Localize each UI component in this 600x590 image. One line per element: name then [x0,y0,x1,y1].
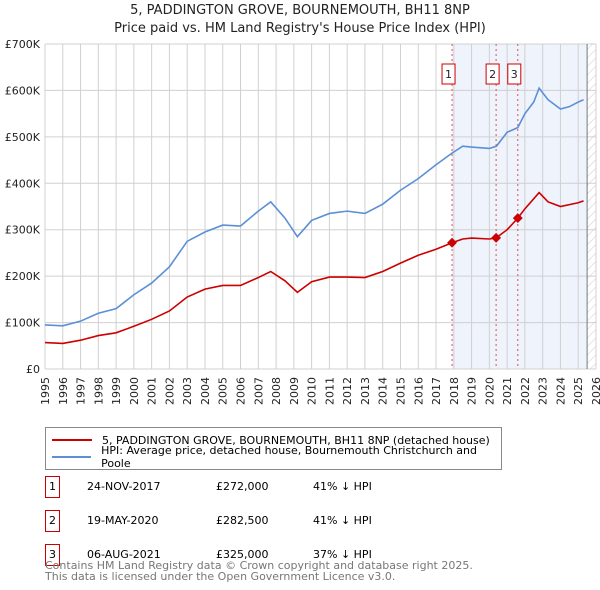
x-tick-label: 1997 [75,377,88,405]
x-tick-label: 2003 [181,377,194,405]
footer: Contains HM Land Registry data © Crown c… [45,560,473,582]
plot-area: 1995 1996 1997 1998 1999 2000 2001 2002 2003 2004… [5,38,600,405]
sale-price: £325,000 [216,548,269,561]
x-tick-label: 1996 [57,377,70,405]
sale-hpi-diff: 41% ↓ HPI [313,480,372,493]
x-tick-label: 2016 [412,377,425,405]
x-tick-label: 2004 [199,377,212,405]
forecast-hatch [587,44,596,369]
sale-label-box [485,63,500,85]
sale-price: £282,500 [216,514,269,527]
legend-label-hpi: HPI: Average price, detached house, Bour… [101,444,478,470]
x-tick-label: 2013 [359,377,372,405]
sale-point [512,213,523,224]
sale-label: 1 [445,68,452,81]
x-tick-label: 1999 [110,377,123,405]
legend-swatch-hpi [52,456,92,458]
y-tick-label: £200K [5,270,41,283]
x-tick-label: 2019 [466,377,479,405]
chart-subtitle: Price paid vs. HM Land Registry's House … [114,21,486,36]
x-tick-label: 2020 [483,377,496,405]
x-tick-label: 2024 [554,377,567,405]
x-tick-label: 2021 [501,377,514,405]
sale-point [491,232,502,243]
sale-marker-badge: 1 [45,476,60,498]
sale-date: 24-NOV-2017 [87,480,161,493]
sale-label: 3 [511,68,518,81]
x-tick-label: 2015 [394,377,407,405]
sale-label-box [507,63,522,85]
x-tick-label: 2006 [235,377,248,405]
x-tick-label: 2001 [146,377,159,405]
sale-date: 06-AUG-2021 [87,548,161,561]
x-tick-label: 2014 [377,377,390,405]
x-tick-label: 2005 [217,377,230,405]
y-tick-label: £400K [5,177,41,190]
x-tick-label: 1998 [92,377,105,405]
x-tick-label: 2000 [128,377,141,405]
x-tick-label: 2002 [163,377,176,405]
x-tick-label: 2011 [323,377,336,405]
sale-marker-badge: 3 [45,544,60,566]
x-tick-label: 2008 [270,377,283,405]
x-tick-label: 2017 [430,377,443,405]
post-sale-shading [452,44,588,369]
legend-swatch-property [52,439,92,441]
footer-line-1: Contains HM Land Registry data © Crown c… [45,559,473,572]
x-tick-label: 2022 [519,377,532,405]
x-tick-label: 2012 [341,377,354,405]
sale-price: £272,000 [216,480,269,493]
y-tick-label: £600K [5,84,41,97]
x-tick-label: 2023 [537,377,550,405]
series-line [44,86,584,327]
sale-label-box [441,63,456,85]
y-tick-label: £700K [5,38,41,51]
x-tick-label: 2009 [288,377,301,405]
sale-point [447,237,457,248]
y-tick-label: £500K [5,131,41,144]
x-tick-label: 2026 [590,377,600,405]
x-tick-label: 2010 [306,377,319,405]
legend: 5, PADDINGTON GROVE, BOURNEMOUTH, BH11 8… [45,427,502,470]
legend-label-property: 5, PADDINGTON GROVE, BOURNEMOUTH, BH11 8… [102,433,490,447]
sale-date: 19-MAY-2020 [87,514,159,527]
chart-title: 5, PADDINGTON GROVE, BOURNEMOUTH, BH11 8… [130,3,470,18]
sale-hpi-diff: 37% ↓ HPI [313,548,372,561]
sale-hpi-diff: 41% ↓ HPI [313,514,372,527]
x-tick-label: 2018 [448,377,461,405]
y-tick-label: £300K [5,224,41,237]
x-tick-label: 2007 [252,377,265,405]
x-tick-label: 1995 [39,377,52,405]
y-tick-label: £100K [5,317,41,330]
x-tick-label: 2025 [572,377,585,405]
sale-marker-badge: 2 [45,510,60,532]
footer-line-2: This data is licensed under the Open Gov… [45,570,396,583]
y-tick-label: £0 [26,363,40,376]
sale-label: 2 [489,68,496,81]
